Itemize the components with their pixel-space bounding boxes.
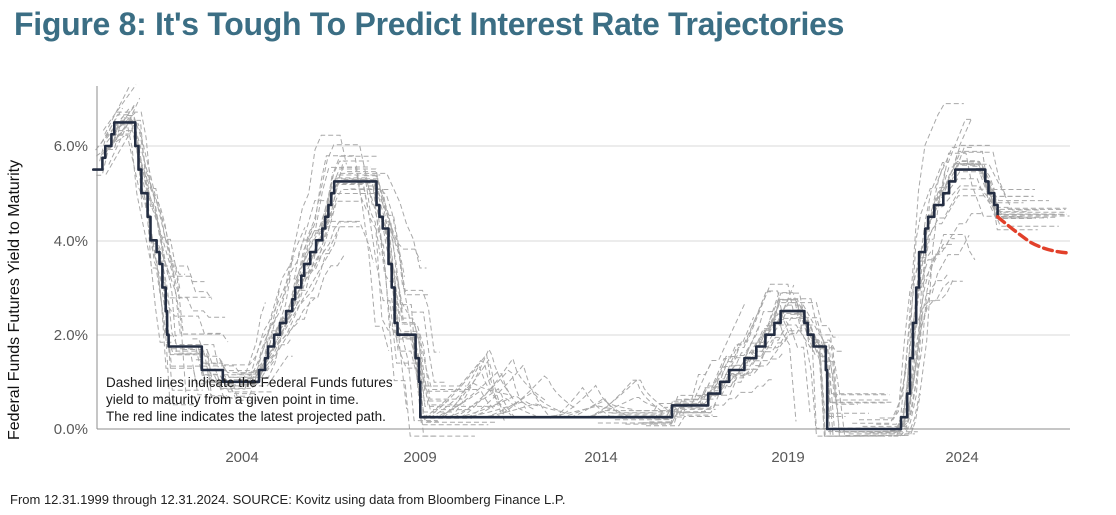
svg-text:2004: 2004: [225, 449, 258, 466]
svg-text:2019: 2019: [771, 449, 804, 466]
svg-text:0.0%: 0.0%: [54, 421, 88, 438]
svg-text:6.0%: 6.0%: [54, 138, 88, 155]
svg-text:2024: 2024: [945, 449, 978, 466]
svg-text:2009: 2009: [403, 449, 436, 466]
svg-text:4.0%: 4.0%: [54, 233, 88, 250]
svg-text:2.0%: 2.0%: [54, 327, 88, 344]
svg-text:2014: 2014: [584, 449, 617, 466]
